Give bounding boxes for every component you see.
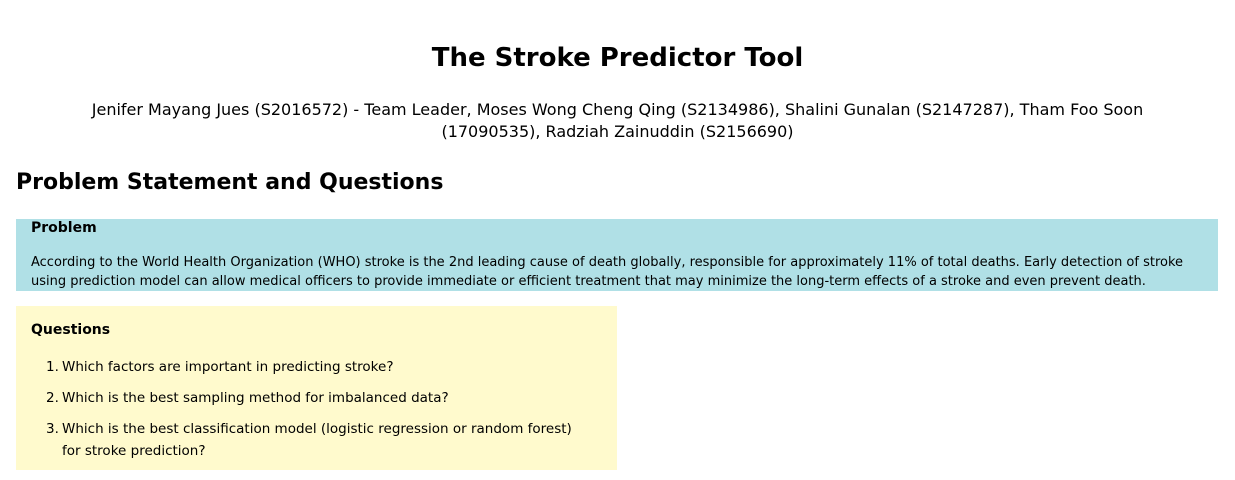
question-text: Which is the best sampling method for im… [62, 390, 449, 406]
question-number: 1. [46, 359, 59, 375]
question-item-2: 2. Which is the best sampling method for… [16, 387, 617, 409]
authors-line: Jenifer Mayang Jues (S2016572) - Team Le… [91, 100, 1144, 141]
question-text: Which is the best classification model (… [62, 421, 572, 459]
problem-heading: Problem [31, 220, 97, 236]
question-item-3: 3. Which is the best classification mode… [16, 418, 617, 462]
page-title: The Stroke Predictor Tool [431, 43, 804, 73]
problem-callout: Problem According to the World Health Or… [16, 219, 1218, 291]
questions-callout: Questions 1. Which factors are important… [16, 306, 617, 470]
question-text: Which factors are important in predictin… [62, 359, 394, 375]
questions-heading: Questions [31, 322, 111, 338]
problem-text: According to the World Health Organizati… [31, 255, 1184, 289]
questions-list: 1. Which factors are important in predic… [16, 356, 617, 471]
section-heading: Problem Statement and Questions [16, 170, 444, 195]
question-number: 3. [46, 421, 59, 437]
question-number: 2. [46, 390, 59, 406]
question-item-1: 1. Which factors are important in predic… [16, 356, 617, 378]
